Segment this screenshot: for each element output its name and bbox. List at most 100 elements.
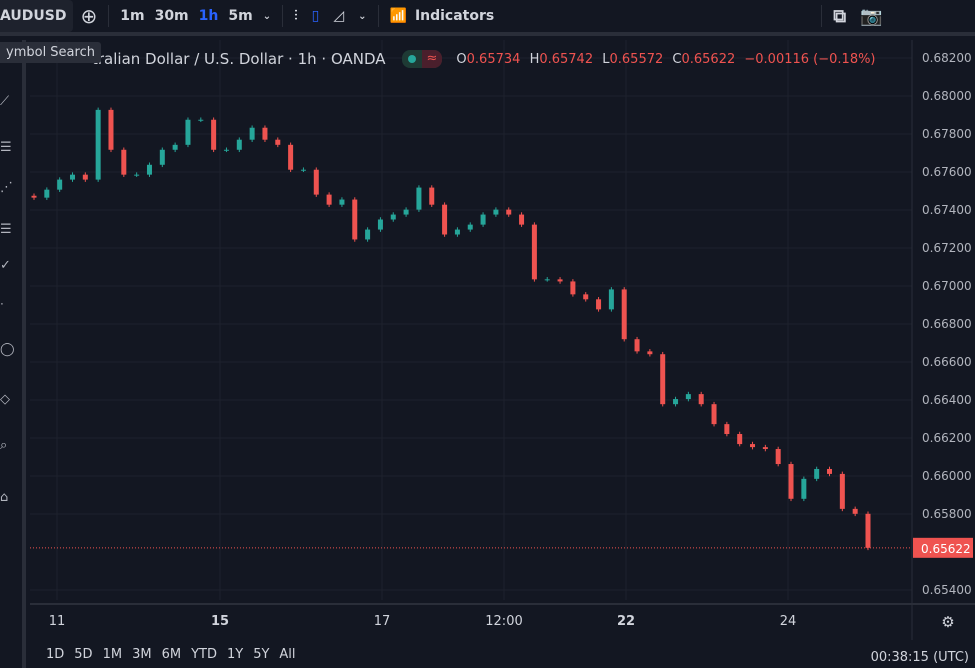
candle-body	[365, 229, 371, 240]
candle-body	[108, 109, 114, 150]
candle-body	[596, 299, 602, 310]
bar-chart-icon[interactable]: ⫶	[294, 8, 298, 24]
x-tick-label: 22	[617, 614, 635, 629]
candle-body	[621, 289, 627, 340]
candle-body	[762, 447, 768, 450]
indicators-button[interactable]: 📶 Indicators	[383, 0, 502, 32]
pattern-icon[interactable]: ⋰	[0, 180, 13, 195]
magnet-icon[interactable]: ⌂	[0, 490, 9, 505]
change-value: −0.00116 (−0.18%)	[744, 51, 876, 67]
candle-body	[236, 139, 242, 150]
candle-body	[172, 144, 178, 150]
candle-body	[711, 404, 717, 425]
projection-icon[interactable]: ☰	[0, 222, 12, 237]
fullscreen-icon[interactable]: ⧉	[833, 5, 847, 27]
last-price-badge	[913, 537, 973, 558]
compare-add-icon[interactable]: ⊕	[80, 4, 98, 28]
candle-body	[673, 399, 679, 405]
emoji-icon[interactable]: ◯	[0, 342, 15, 357]
interval-1h[interactable]: 1h	[198, 8, 219, 24]
range-3m[interactable]: 3M	[132, 646, 152, 662]
brush-icon[interactable]: ✓	[0, 258, 11, 273]
candle-body	[839, 473, 845, 509]
close-label: C	[672, 51, 682, 67]
range-all[interactable]: All	[279, 646, 296, 662]
candle-body	[69, 174, 75, 180]
settings-gear-icon[interactable]: ⚙	[941, 613, 954, 631]
utc-clock[interactable]: 00:38:15 (UTC)	[870, 650, 969, 665]
camera-icon[interactable]: 📷	[860, 5, 883, 27]
candle-body	[223, 149, 229, 151]
candle-body	[852, 508, 858, 514]
candle-body	[44, 189, 50, 198]
candle-body	[750, 444, 756, 448]
candle-body	[416, 187, 422, 210]
candle-body	[159, 149, 165, 165]
candle-body	[570, 281, 576, 295]
chevron-down-icon[interactable]: ⌄	[262, 10, 272, 22]
y-tick-label: 0.66600	[922, 355, 972, 369]
indicators-label: Indicators	[414, 8, 495, 24]
chevron-down-icon[interactable]: ⌄	[358, 10, 367, 22]
candle-body	[737, 434, 743, 445]
candle-body	[467, 224, 473, 230]
candle-body	[390, 214, 396, 220]
interval-1m[interactable]: 1m	[120, 8, 145, 24]
candle-body	[801, 478, 807, 499]
candle-body	[583, 294, 589, 300]
y-tick-label: 0.66200	[922, 431, 972, 445]
candle-body	[544, 279, 550, 281]
y-tick-label: 0.66800	[922, 317, 972, 331]
range-1m[interactable]: 1M	[102, 646, 123, 662]
candle-body	[275, 139, 281, 145]
candle-body	[211, 119, 217, 150]
x-tick-label: 15	[211, 614, 229, 629]
range-6m[interactable]: 6M	[161, 646, 182, 662]
candle-body	[647, 351, 653, 355]
range-5y[interactable]: 5Y	[253, 646, 270, 662]
market-open-dot	[407, 55, 416, 63]
high-label: H	[529, 51, 540, 67]
close-value: 0.65622	[681, 51, 736, 67]
text-icon[interactable]: ᐧ	[0, 298, 4, 313]
candle-body	[698, 394, 704, 405]
range-1d[interactable]: 1D	[46, 646, 65, 662]
candle-body	[519, 214, 525, 225]
high-value: 0.65742	[539, 51, 594, 67]
candle-body	[608, 289, 614, 310]
last-price-label: 0.65622	[921, 542, 971, 556]
wave-icon: ≈	[421, 50, 443, 68]
candle-body	[442, 204, 448, 235]
indicators-icon: 📶	[389, 8, 407, 24]
range-ytd[interactable]: YTD	[191, 646, 217, 662]
zoom-icon[interactable]: ⌕	[0, 438, 8, 453]
range-5d[interactable]: 5D	[74, 646, 93, 662]
trend-line-icon[interactable]: ⟋	[0, 94, 10, 109]
candle-body	[288, 144, 294, 170]
measure-icon[interactable]: ◇	[0, 392, 10, 407]
candle-body	[685, 394, 691, 400]
area-chart-icon[interactable]: ◿	[333, 8, 345, 24]
divider	[821, 5, 823, 27]
symbol-title: tralian Dollar / U.S. Dollar · 1h · OAND…	[92, 50, 386, 68]
candle-body	[82, 174, 88, 180]
interval-30m[interactable]: 30m	[154, 8, 189, 24]
interval-5m[interactable]: 5m	[228, 8, 253, 24]
ohlc-values: O0.65734 H0.65742 L0.65572 C0.65622 −0.0…	[456, 52, 880, 67]
price-chart[interactable]: 0.68200 0.68000 0.67800 0.67600 0.67400 0.672…	[0, 0, 975, 640]
symbol-button[interactable]: AUDUSD	[0, 0, 74, 32]
fib-icon[interactable]: ☰	[0, 140, 12, 155]
candle-body	[198, 119, 204, 121]
candle-body	[326, 194, 332, 205]
candle-body	[249, 127, 255, 140]
x-tick-label: 12:00	[485, 614, 522, 629]
range-1y[interactable]: 1Y	[226, 646, 244, 662]
candle-body	[827, 468, 833, 474]
candle-chart-icon[interactable]: ▯	[311, 8, 320, 24]
candle-body	[429, 187, 435, 205]
low-value: 0.65572	[609, 51, 664, 67]
candle-body	[134, 174, 140, 176]
y-tick-label: 0.67600	[922, 165, 972, 179]
market-status[interactable]: ≈	[401, 50, 443, 68]
candle-body	[865, 513, 871, 548]
